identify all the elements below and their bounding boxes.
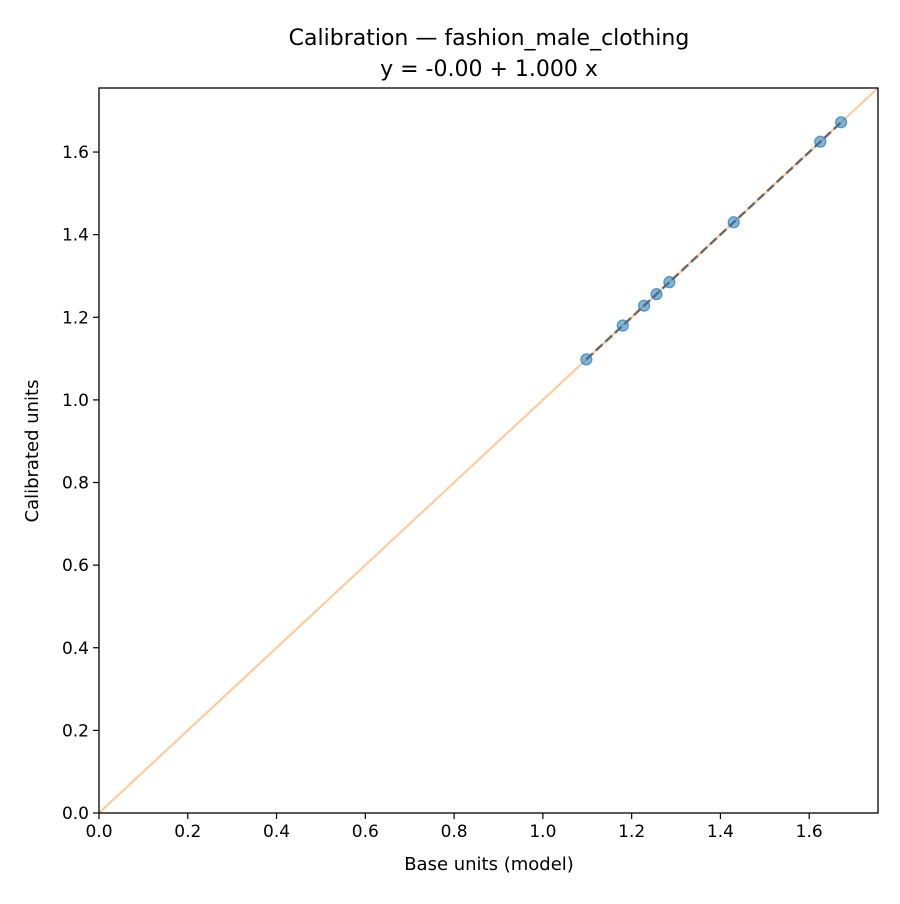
y-tick-label: 0.2 [62,721,89,741]
data-point [814,135,827,148]
fit-line [585,121,842,361]
axes-frame [98,87,879,814]
x-tick-label: 0.8 [441,822,468,842]
x-axis-ticks: 0.0 0.2 0.4 0.6 0.8 1.0 1.2 1.4 1.6 [85,813,823,842]
y-tick-label: 0.6 [62,556,89,576]
y-tick-label: 1.2 [62,308,89,328]
x-tick-label: 0.6 [352,822,379,842]
y-axis-label: Calibrated units [22,380,43,523]
chart-subtitle: y = -0.00 + 1.000 x [380,57,598,82]
data-point [835,116,848,129]
y-tick-label: 0.8 [62,474,89,494]
y-tick-label: 1.0 [62,391,89,411]
data-point [637,299,651,312]
y-tick-label: 1.4 [62,226,89,246]
data-point [580,353,593,366]
plot-content [99,88,878,813]
x-tick-label: 1.6 [796,822,823,842]
y-axis-ticks: 0.0 0.2 0.4 0.6 0.8 1.0 1.2 1.4 1.6 [62,143,99,824]
x-tick-label: 0.2 [174,822,201,842]
y-tick-label: 1.6 [62,143,89,163]
y-tick-label: 0.4 [62,639,89,659]
x-tick-label: 1.4 [707,822,734,842]
data-point [616,319,629,332]
data-point [663,276,676,289]
plot-area [98,87,879,814]
x-tick-label: 1.2 [618,822,645,842]
y-tick-label: 0.0 [62,804,89,824]
data-point [727,216,740,229]
chart-title: Calibration — fashion_male_clothing [289,26,690,51]
x-axis-label: Base units (model) [404,854,574,875]
x-tick-label: 0.0 [85,822,112,842]
x-tick-label: 0.4 [263,822,290,842]
data-point [650,288,663,301]
x-tick-label: 1.0 [529,822,556,842]
